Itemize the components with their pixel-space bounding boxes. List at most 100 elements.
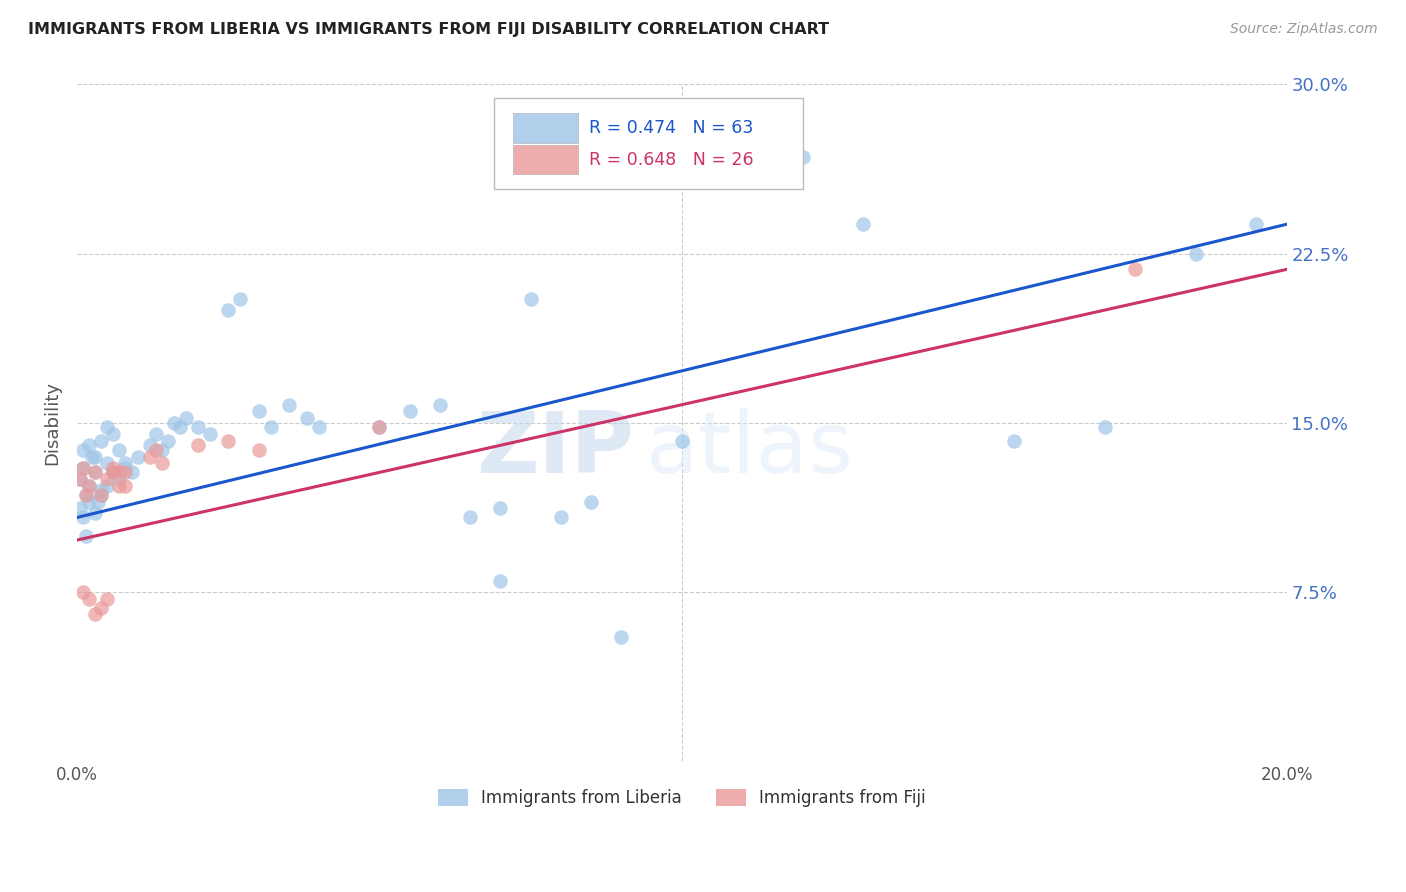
Point — [150, 456, 173, 470]
Point — [1246, 217, 1268, 231]
Point — [90, 434, 112, 448]
Point — [277, 398, 299, 412]
Point — [72, 442, 94, 457]
Point — [145, 442, 167, 457]
Point — [127, 450, 149, 464]
Point — [75, 488, 97, 502]
Point — [84, 506, 107, 520]
Point — [368, 420, 391, 434]
Text: R = 0.474   N = 63: R = 0.474 N = 63 — [589, 119, 754, 136]
Point — [84, 466, 107, 480]
Point — [217, 434, 239, 448]
Point — [174, 411, 197, 425]
Point — [103, 466, 125, 480]
FancyBboxPatch shape — [513, 145, 578, 175]
Point — [69, 472, 91, 486]
Point — [247, 404, 270, 418]
Point — [84, 607, 107, 622]
Point — [82, 450, 104, 464]
Point — [84, 450, 107, 464]
Point — [114, 461, 136, 475]
Point — [156, 434, 179, 448]
FancyBboxPatch shape — [495, 98, 803, 189]
Point — [108, 442, 131, 457]
Point — [69, 501, 91, 516]
Point — [90, 488, 112, 502]
Y-axis label: Disability: Disability — [44, 381, 60, 465]
Point — [308, 420, 330, 434]
Point — [145, 427, 167, 442]
Point — [163, 416, 186, 430]
Text: Source: ZipAtlas.com: Source: ZipAtlas.com — [1230, 22, 1378, 37]
Point — [187, 420, 209, 434]
Point — [108, 479, 131, 493]
Point — [398, 404, 420, 418]
Point — [77, 591, 100, 606]
Text: ZIP: ZIP — [475, 409, 634, 491]
Point — [489, 574, 512, 588]
Point — [229, 292, 252, 306]
Point — [90, 488, 112, 502]
Point — [75, 488, 97, 502]
Point — [108, 466, 131, 480]
Point — [87, 494, 110, 508]
Point — [84, 466, 107, 480]
Point — [610, 630, 633, 644]
Point — [114, 479, 136, 493]
Point — [169, 420, 191, 434]
Point — [72, 461, 94, 475]
Point — [1125, 262, 1147, 277]
Point — [217, 303, 239, 318]
Point — [114, 456, 136, 470]
Point — [103, 466, 125, 480]
Point — [792, 150, 814, 164]
Point — [150, 442, 173, 457]
Point — [114, 466, 136, 480]
Point — [103, 427, 125, 442]
Point — [77, 494, 100, 508]
Point — [368, 420, 391, 434]
Point — [77, 438, 100, 452]
Point — [1185, 246, 1208, 260]
Point — [519, 292, 541, 306]
Point — [579, 494, 602, 508]
Point — [103, 461, 125, 475]
Text: IMMIGRANTS FROM LIBERIA VS IMMIGRANTS FROM FIJI DISABILITY CORRELATION CHART: IMMIGRANTS FROM LIBERIA VS IMMIGRANTS FR… — [28, 22, 830, 37]
Point — [1004, 434, 1026, 448]
Point — [96, 591, 118, 606]
Point — [96, 472, 118, 486]
Point — [259, 420, 281, 434]
Point — [429, 398, 451, 412]
Point — [198, 427, 221, 442]
Point — [72, 585, 94, 599]
Point — [1094, 420, 1116, 434]
Point — [550, 510, 572, 524]
Point — [96, 479, 118, 493]
Point — [69, 472, 91, 486]
Point — [90, 483, 112, 498]
Point — [295, 411, 318, 425]
Point — [96, 420, 118, 434]
Point — [489, 501, 512, 516]
FancyBboxPatch shape — [513, 113, 578, 143]
Point — [77, 479, 100, 493]
Legend: Immigrants from Liberia, Immigrants from Fiji: Immigrants from Liberia, Immigrants from… — [432, 782, 932, 814]
Point — [138, 438, 160, 452]
Point — [187, 438, 209, 452]
Point — [247, 442, 270, 457]
Point — [90, 600, 112, 615]
Point — [108, 472, 131, 486]
Point — [77, 479, 100, 493]
Point — [72, 510, 94, 524]
Point — [75, 528, 97, 542]
Point — [121, 466, 143, 480]
Point — [852, 217, 875, 231]
Point — [671, 434, 693, 448]
Point — [458, 510, 481, 524]
Point — [138, 450, 160, 464]
Point — [96, 456, 118, 470]
Point — [103, 466, 125, 480]
Text: atlas: atlas — [645, 409, 853, 491]
Point — [72, 461, 94, 475]
Text: R = 0.648   N = 26: R = 0.648 N = 26 — [589, 151, 754, 169]
